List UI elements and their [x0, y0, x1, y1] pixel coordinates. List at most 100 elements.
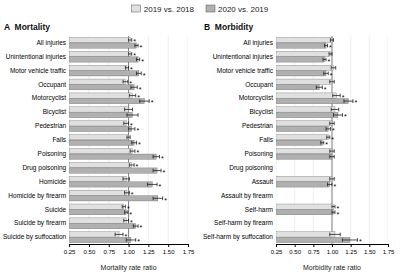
- x-tick: 0.50: [84, 244, 96, 255]
- error-cap: [127, 80, 128, 84]
- error-cap: [338, 108, 339, 112]
- significance-label: *: [354, 99, 357, 106]
- error-cap: [135, 238, 136, 242]
- y-tick-label: Poisoning: [244, 150, 273, 158]
- error-cap: [136, 72, 137, 76]
- y-tick-label: Self-harm by suffocation: [203, 233, 273, 241]
- y-tick: Motor vehicle traffic: [217, 67, 276, 74]
- error-line: [153, 156, 159, 157]
- error-cap: [131, 52, 132, 56]
- error-bar: [328, 183, 332, 187]
- significance-label: *: [329, 44, 332, 51]
- x-tick-label: 1.25: [345, 249, 357, 255]
- bar: [69, 93, 132, 98]
- error-cap: [327, 44, 328, 48]
- error-bar: [129, 38, 132, 42]
- x-tick: 0.25: [64, 244, 76, 255]
- error-line: [140, 101, 150, 102]
- y-tick: Motor vehicle traffic: [10, 67, 69, 74]
- error-bar: [332, 205, 335, 209]
- significance-label: *: [137, 94, 140, 101]
- error-cap: [329, 135, 330, 139]
- error-cap: [136, 141, 137, 145]
- error-line: [127, 115, 138, 116]
- x-tick-label: 1.75: [183, 249, 195, 255]
- y-tick: Assault by firearm: [221, 192, 276, 200]
- error-cap: [329, 149, 330, 153]
- error-cap: [128, 127, 129, 131]
- error-cap: [141, 72, 142, 76]
- bar: [69, 210, 126, 215]
- error-line: [123, 178, 129, 179]
- y-tick: Unintentional injuries: [6, 53, 69, 61]
- error-cap: [334, 80, 335, 84]
- error-cap: [331, 108, 332, 112]
- error-cap: [342, 113, 343, 117]
- legend-item: 2020 vs. 2019: [206, 5, 269, 14]
- error-line: [332, 206, 335, 207]
- bar: [69, 190, 127, 195]
- grid-line: [388, 36, 389, 244]
- y-tick: Pedestrian: [35, 122, 69, 129]
- error-line: [330, 156, 334, 157]
- significance-label: *: [130, 219, 133, 226]
- significance-label: *: [129, 211, 132, 218]
- error-line: [329, 53, 332, 54]
- bar: [276, 237, 350, 242]
- significance-label: *: [138, 141, 141, 148]
- x-tick: 1.25: [345, 244, 357, 255]
- bar: [69, 98, 144, 103]
- y-tick-label: Bicyclist: [250, 108, 274, 116]
- significance-label: *: [331, 136, 334, 143]
- annotations: **************: [324, 44, 362, 245]
- x-tick: 0.50: [289, 244, 301, 255]
- x-tick: 1.50: [364, 244, 376, 255]
- bar: [276, 148, 332, 153]
- error-bar: [344, 99, 353, 103]
- error-cap: [340, 233, 341, 237]
- x-tick-mark: [168, 244, 169, 247]
- error-cap: [147, 183, 148, 187]
- error-bar: [125, 108, 133, 112]
- x-tick-label: 1.75: [383, 249, 395, 255]
- x-tick: 1.75: [383, 244, 395, 255]
- error-bar: [333, 113, 342, 117]
- significance-label: *: [164, 197, 167, 204]
- significance-label: *: [139, 86, 142, 93]
- error-bar: [324, 72, 328, 76]
- y-tick: All injuries: [37, 39, 70, 47]
- error-cap: [357, 238, 358, 242]
- bar: [276, 43, 326, 48]
- error-cap: [153, 196, 154, 200]
- x-tick: 1.50: [163, 244, 175, 255]
- error-line: [129, 40, 132, 41]
- panel-title: A Mortality: [4, 22, 50, 32]
- error-line: [148, 184, 158, 185]
- y-tick: Pedestrian: [242, 122, 276, 129]
- x-tick-mark: [313, 244, 314, 247]
- bar: [276, 204, 334, 209]
- error-cap: [139, 58, 140, 62]
- bar: [276, 93, 336, 98]
- error-cap: [324, 44, 325, 48]
- error-line: [129, 53, 132, 54]
- error-cap: [326, 127, 327, 131]
- error-cap: [161, 169, 162, 173]
- error-cap: [329, 177, 330, 181]
- error-cap: [131, 38, 132, 42]
- error-line: [342, 239, 357, 240]
- error-cap: [334, 121, 335, 125]
- y-tick-label: Poisoning: [38, 150, 67, 158]
- y-tick-label: Motorcyclist: [239, 94, 274, 102]
- legend-swatch: [132, 5, 141, 12]
- error-cap: [329, 233, 330, 237]
- error-bar: [323, 58, 326, 62]
- error-bar: [329, 52, 332, 56]
- error-cap: [128, 219, 129, 223]
- bar: [69, 182, 152, 187]
- error-bar: [332, 210, 335, 214]
- y-tick-label: Suicide: [45, 206, 67, 213]
- significance-label: *: [151, 99, 154, 106]
- y-tick-label: Unintentional injuries: [6, 53, 67, 61]
- error-cap: [332, 94, 333, 98]
